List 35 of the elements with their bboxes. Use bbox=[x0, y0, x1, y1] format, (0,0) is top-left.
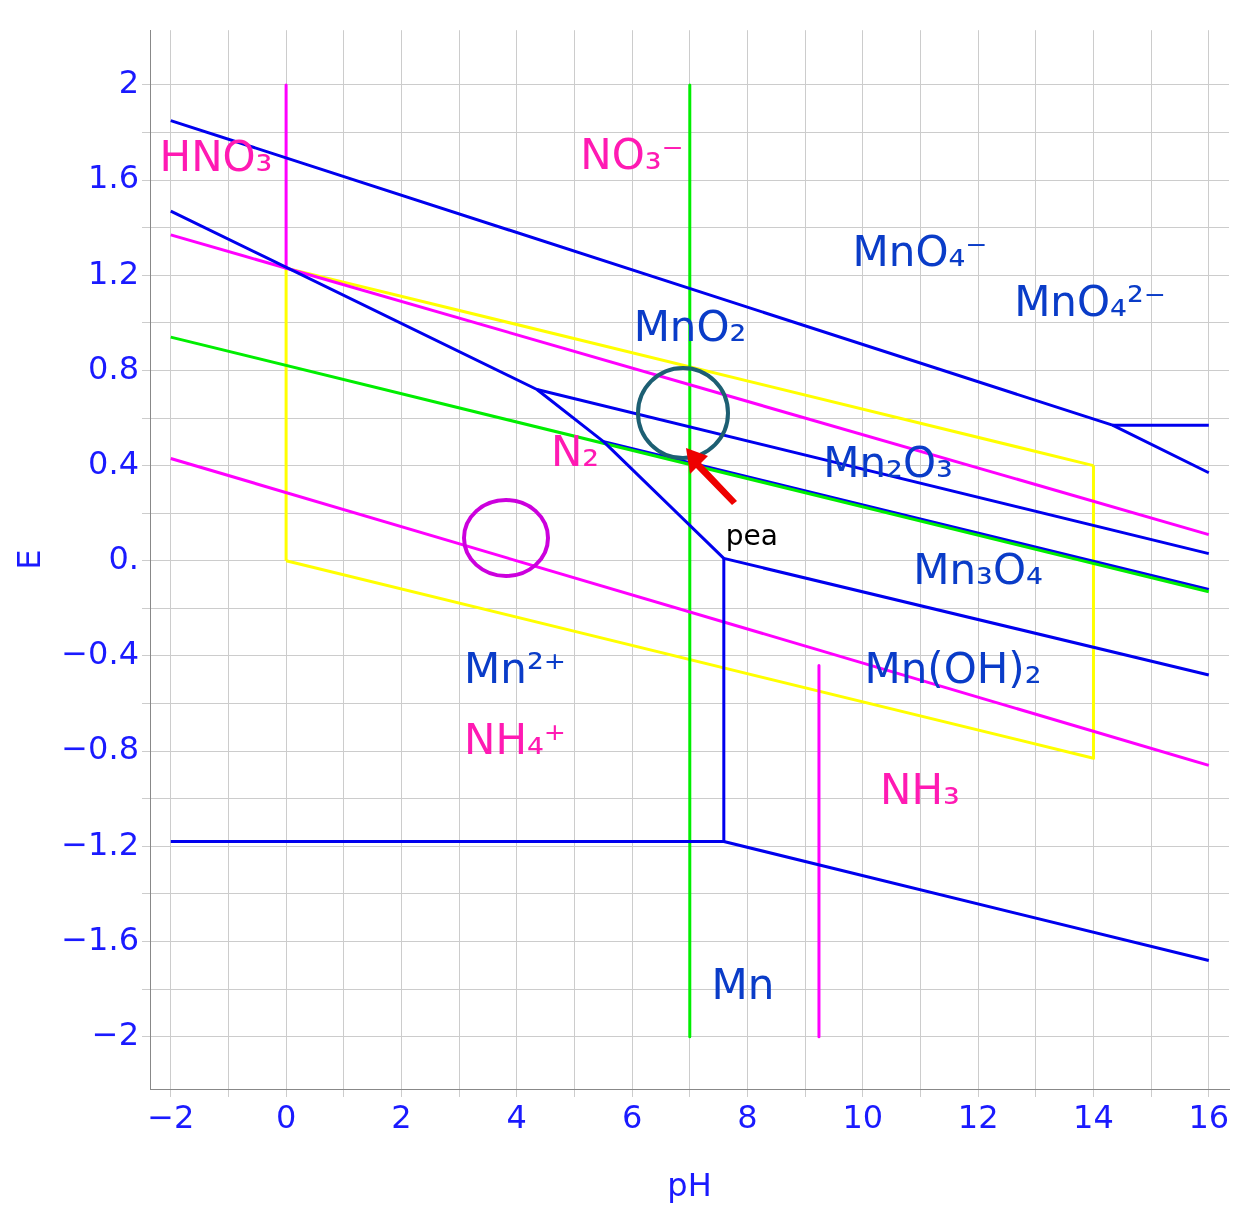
y-axis-title: E bbox=[9, 549, 48, 570]
annotation: NH₃ bbox=[880, 764, 960, 814]
x-tick-label: 0 bbox=[275, 1097, 297, 1136]
x-tick-label: 4 bbox=[506, 1097, 527, 1136]
x-tick-label: 16 bbox=[1188, 1097, 1230, 1136]
y-tick-label: −1.6 bbox=[61, 919, 139, 958]
y-tick-label: −0.4 bbox=[61, 634, 139, 673]
x-tick-label: 2 bbox=[391, 1097, 412, 1136]
annotation: Mn(OH)₂ bbox=[864, 643, 1042, 693]
annotation: Mn₃O₄ bbox=[913, 544, 1043, 594]
annotation: Mn bbox=[711, 959, 775, 1009]
y-tick-label: −1.2 bbox=[61, 824, 139, 863]
x-axis-title: pH bbox=[667, 1166, 712, 1205]
y-tick-label: 1.6 bbox=[88, 158, 139, 197]
y-tick-label: 0. bbox=[108, 539, 139, 578]
annotation: N₂ bbox=[550, 426, 600, 476]
annotation: NO₃⁻ bbox=[580, 129, 684, 179]
x-tick-label: 8 bbox=[737, 1097, 758, 1136]
y-tick-label: 0.8 bbox=[88, 348, 139, 387]
y-tick-label: −0.8 bbox=[61, 729, 139, 768]
annotation: NH₄⁺ bbox=[463, 714, 567, 764]
x-tick-label: 14 bbox=[1073, 1097, 1114, 1136]
x-tick-label: 6 bbox=[621, 1097, 643, 1136]
y-tick-label: 0.4 bbox=[88, 443, 139, 482]
y-tick-label: −2 bbox=[91, 1014, 139, 1053]
annotation: pea bbox=[725, 519, 778, 553]
x-tick-label: 12 bbox=[957, 1097, 999, 1136]
x-tick-label: 10 bbox=[842, 1097, 884, 1136]
annotation: MnO₄⁻ bbox=[852, 226, 988, 276]
annotation: HNO₃ bbox=[159, 131, 273, 181]
annotation: Mn²⁺ bbox=[464, 643, 566, 693]
y-tick-label: 1.2 bbox=[88, 253, 139, 292]
annotation: MnO₄²⁻ bbox=[1014, 276, 1166, 326]
x-tick-label: −2 bbox=[147, 1097, 195, 1136]
y-tick-label: 2 bbox=[118, 63, 139, 102]
